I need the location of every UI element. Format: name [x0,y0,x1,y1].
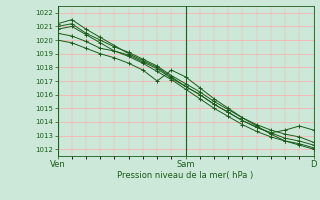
X-axis label: Pression niveau de la mer( hPa ): Pression niveau de la mer( hPa ) [117,171,254,180]
